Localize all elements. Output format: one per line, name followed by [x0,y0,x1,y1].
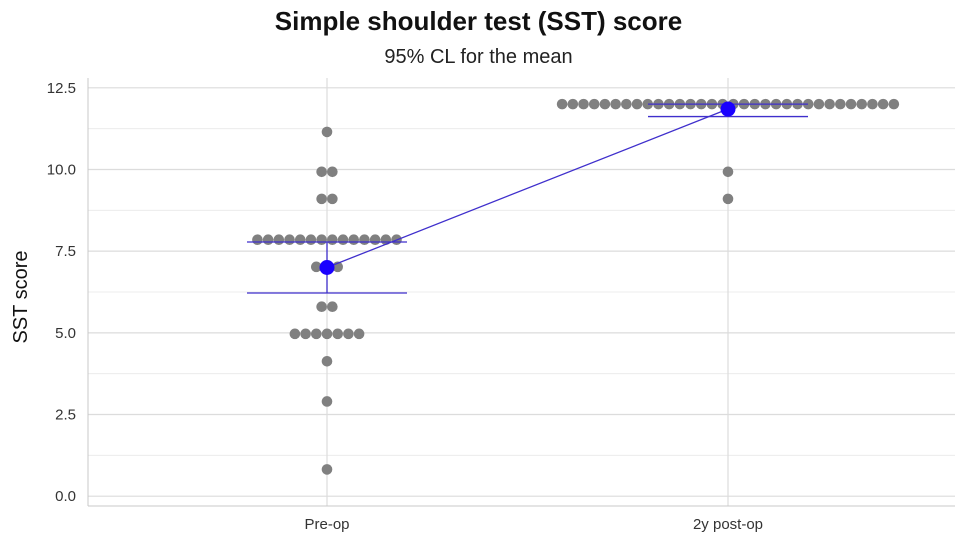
data-point [348,234,360,246]
data-point [556,98,568,110]
data-point [877,98,889,110]
data-point [610,98,621,110]
data-point [588,98,600,110]
y-tick-label: 10.0 [47,161,76,178]
axes: 0.0 2.5 5.0 7.5 10.0 12.5 Pre-op 2y post-op [47,78,955,533]
data-point [332,328,344,340]
data-point [824,98,835,110]
data-point [327,234,338,246]
data-point [578,98,589,110]
data-point [316,301,327,313]
chart-subtitle: 95% CL for the mean [384,46,573,68]
data-point [369,234,381,246]
data-point [321,328,333,340]
data-point [631,98,643,110]
y-axis-title: SST score [10,251,32,344]
data-point [294,234,306,246]
chart-title: Simple shoulder test (SST) score [274,6,683,36]
y-tick-label: 5.0 [55,325,76,342]
data-point [252,234,263,246]
data-point [722,193,734,205]
y-tick-label: 7.5 [55,243,76,260]
data-point [835,98,846,110]
data-point [722,166,734,178]
data-point [621,98,632,110]
mean-point [319,259,335,275]
mean-ci-layer [247,101,808,294]
data-point [327,166,338,178]
data-point [321,464,333,475]
grid-lines [88,78,955,506]
data-point [327,301,338,313]
data-point [321,396,333,407]
data-point [856,98,868,110]
data-point [311,328,322,340]
mean-point [720,101,736,117]
data-point [273,234,285,246]
x-tick-label: Pre-op [304,516,349,533]
data-point [284,234,295,246]
data-point [305,234,317,246]
data-point [599,98,611,110]
data-points [252,98,900,475]
data-point [316,166,327,178]
data-point [567,98,579,110]
data-point [353,328,365,340]
y-tick-label: 2.5 [55,407,76,424]
data-point [359,234,370,246]
data-point [802,98,814,110]
data-point [888,98,900,110]
data-point [316,193,327,205]
data-point [867,98,878,110]
data-point [300,328,311,340]
data-point [321,126,333,138]
mean-connector-line [326,108,729,269]
x-tick-label: 2y post-op [693,516,763,533]
data-point [321,355,333,367]
data-point [327,193,338,205]
data-point [343,328,354,340]
data-point [262,234,274,246]
data-point [642,98,654,110]
data-point [289,328,301,340]
data-point [311,261,322,273]
data-point [337,234,349,246]
data-point [316,234,327,246]
y-tick-label: 12.5 [47,80,76,97]
y-tick-label: 0.0 [55,488,76,505]
data-point [845,98,857,110]
data-point [813,98,825,110]
